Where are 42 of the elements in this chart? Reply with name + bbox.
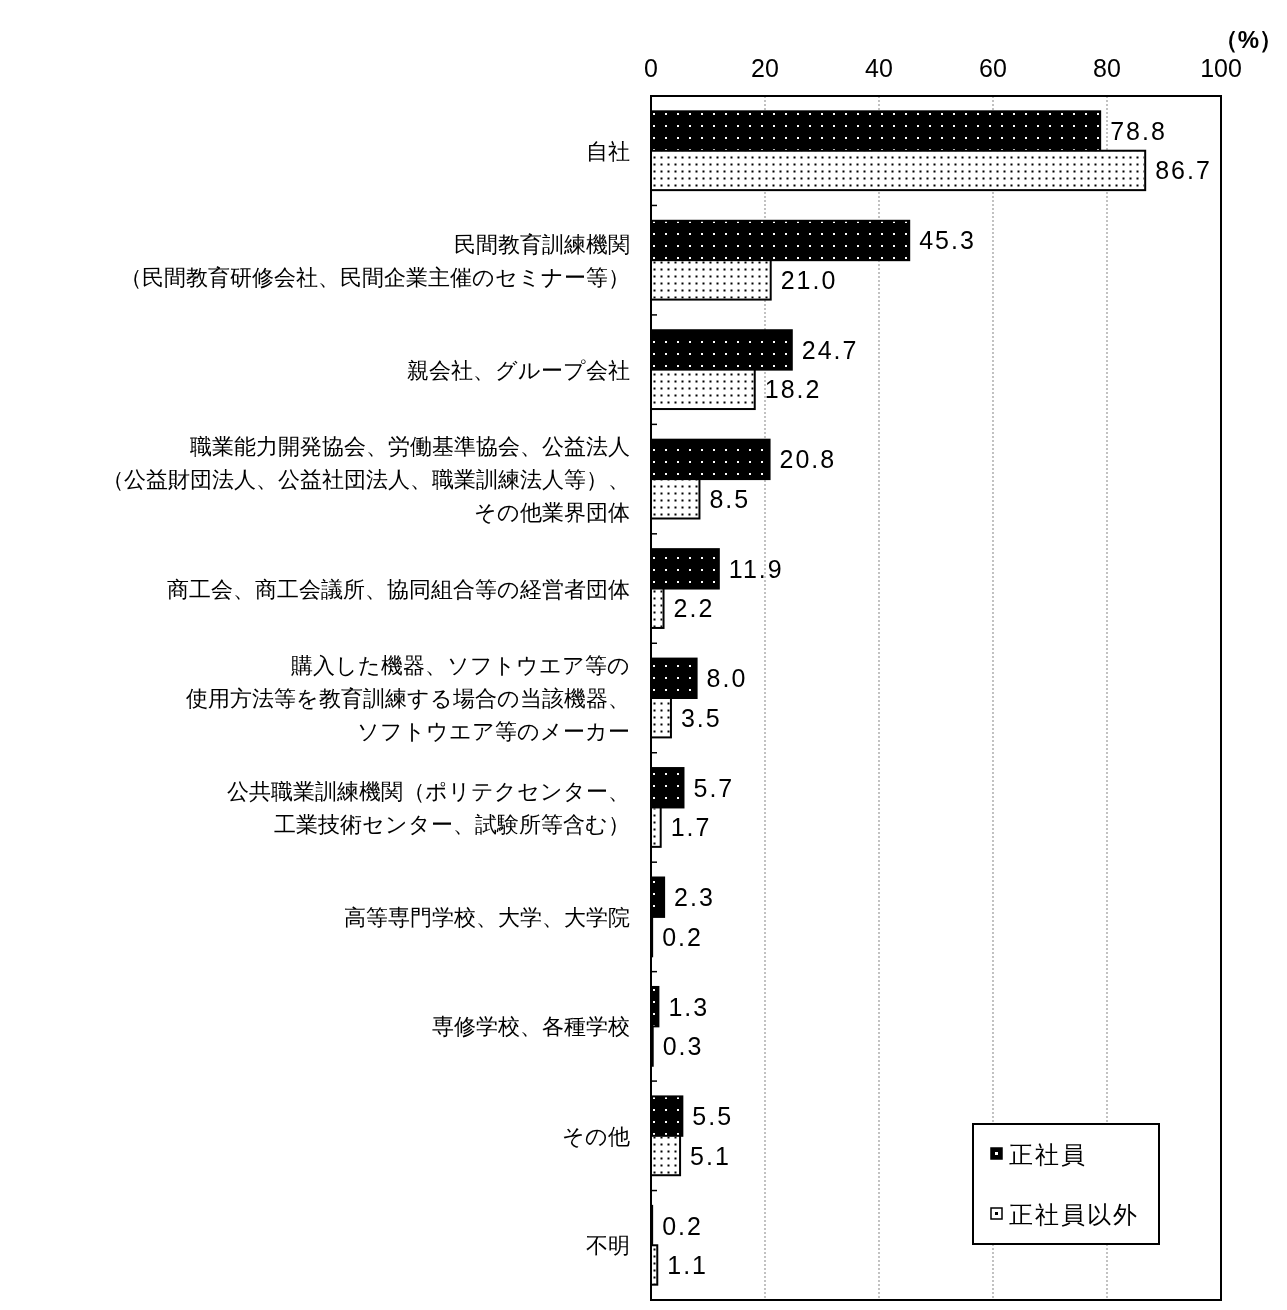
y-tick-label: 商工会、商工会議所、協同組合等の経営者団体 [167, 576, 630, 602]
data-label: 3.5 [680, 703, 722, 732]
data-label: 1.1 [667, 1250, 709, 1279]
x-tick-label: 20 [751, 54, 779, 82]
y-tick-label: 公共職業訓練機関（ポリテクセンター、工業技術センター、試験所等含む） [227, 778, 630, 837]
y-tick-label: 専修学校、各種学校 [432, 1014, 630, 1040]
legend-label: 正社員 [1009, 1141, 1087, 1168]
data-label: 1.3 [668, 992, 710, 1021]
legend-label: 正社員以外 [1009, 1201, 1139, 1228]
data-label: 8.5 [709, 484, 751, 513]
y-tick-label: 高等専門学校、大学、大学院 [344, 904, 630, 930]
x-tick-label: 60 [979, 54, 1007, 82]
data-label: 11.9 [728, 554, 784, 583]
x-tick-label: 100 [1200, 54, 1242, 82]
data-label: 8.0 [706, 664, 748, 693]
data-label: 24.7 [801, 335, 859, 364]
x-tick-label: 80 [1093, 54, 1121, 82]
data-label: 2.2 [673, 594, 715, 623]
data-label: 0.2 [662, 922, 703, 951]
y-tick-label: 民間教育訓練機関（民間教育研修会社、民間企業主催のセミナー等） [120, 231, 630, 290]
x-tick-label: 0 [644, 54, 658, 82]
data-label: 45.3 [919, 226, 976, 255]
x-tick-label: 40 [865, 54, 893, 82]
data-label: 78.8 [1110, 117, 1167, 146]
data-label: 0.3 [662, 1032, 704, 1061]
data-label: 20.8 [779, 445, 837, 474]
x-axis-title: （%） [1213, 26, 1283, 53]
data-label: 5.1 [690, 1141, 731, 1170]
data-label: 1.7 [670, 813, 712, 842]
data-label: 5.7 [693, 773, 735, 802]
data-label: 5.5 [692, 1102, 734, 1131]
y-tick-label: 不明 [586, 1233, 630, 1259]
data-label: 2.3 [674, 883, 715, 912]
data-label: 21.0 [780, 265, 838, 294]
y-tick-label: 自社 [586, 138, 630, 164]
y-tick-label: その他 [562, 1123, 630, 1149]
data-label: 0.2 [662, 1211, 703, 1240]
y-tick-label: 親会社、グループ会社 [407, 357, 630, 383]
y-tick-label: 職業能力開発協会、労働基準協会、公益法人（公益財団法人、公益社団法人、職業訓練法人等）、その他業界団体 [102, 434, 630, 526]
y-tick-label: 購入した機器、ソフトウエア等の使用方法等を教育訓練する場合の当該機器、ソフトウエア等のメーカー [186, 653, 630, 744]
data-label: 86.7 [1155, 156, 1212, 185]
data-label: 18.2 [764, 375, 822, 404]
